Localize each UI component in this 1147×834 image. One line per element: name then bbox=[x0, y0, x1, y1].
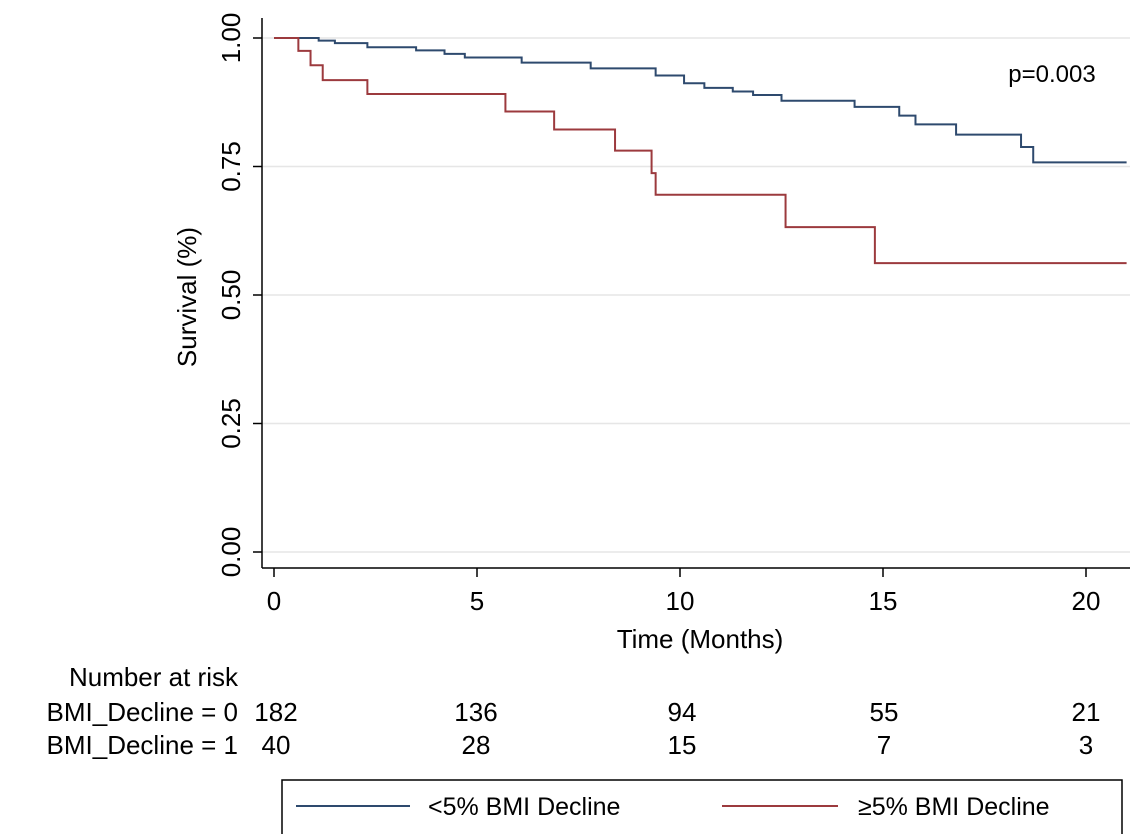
y-tick-label-4: 1.00 bbox=[216, 13, 246, 64]
y-tick-label-2: 0.50 bbox=[216, 270, 246, 321]
risk-value-0-0: 182 bbox=[254, 697, 297, 727]
risk-value-1-1: 28 bbox=[462, 730, 491, 760]
risk-table: BMI_Decline = 0 182 136 94 55 21 BMI_Decline =… bbox=[47, 697, 1101, 760]
risk-value-0-4: 21 bbox=[1072, 697, 1101, 727]
risk-table-title: Number at risk bbox=[69, 662, 239, 692]
legend-label-series-0: <5% BMI Decline bbox=[428, 793, 620, 821]
risk-value-1-3: 7 bbox=[877, 730, 891, 760]
x-tick-label-1: 5 bbox=[470, 586, 484, 616]
legend-box bbox=[281, 779, 1123, 834]
risk-row-label-0: BMI_Decline = 0 bbox=[47, 697, 238, 727]
x-axis-label: Time (Months) bbox=[617, 624, 784, 654]
risk-value-0-2: 94 bbox=[668, 697, 697, 727]
risk-value-1-0: 40 bbox=[262, 730, 291, 760]
legend: <5% BMI Decline ≥5% BMI Decline bbox=[281, 779, 1123, 834]
x-ticks: 0 5 10 15 20 bbox=[267, 568, 1101, 616]
series-line-1 bbox=[274, 37, 1127, 265]
x-tick-label-3: 15 bbox=[869, 586, 898, 616]
grid-lines bbox=[262, 37, 1130, 553]
risk-value-1-2: 15 bbox=[668, 730, 697, 760]
risk-value-0-3: 55 bbox=[870, 697, 899, 727]
axes bbox=[261, 18, 1130, 569]
x-tick-label-2: 10 bbox=[666, 586, 695, 616]
risk-value-0-1: 136 bbox=[454, 697, 497, 727]
risk-value-1-4: 3 bbox=[1079, 730, 1093, 760]
y-axis-label: Survival (%) bbox=[172, 227, 202, 367]
y-tick-label-3: 0.75 bbox=[216, 141, 246, 192]
y-tick-label-0: 0.00 bbox=[216, 527, 246, 578]
legend-label-series-1: ≥5% BMI Decline bbox=[858, 793, 1050, 821]
risk-row-label-1: BMI_Decline = 1 bbox=[47, 730, 238, 760]
series-line-0 bbox=[274, 37, 1127, 164]
x-tick-label-0: 0 bbox=[267, 586, 281, 616]
x-tick-label-4: 20 bbox=[1072, 586, 1101, 616]
p-value-annotation: p=0.003 bbox=[1008, 61, 1095, 88]
y-ticks: 0.00 0.25 0.50 0.75 1.00 bbox=[216, 13, 262, 578]
y-tick-label-1: 0.25 bbox=[216, 398, 246, 449]
series-group bbox=[274, 37, 1127, 265]
